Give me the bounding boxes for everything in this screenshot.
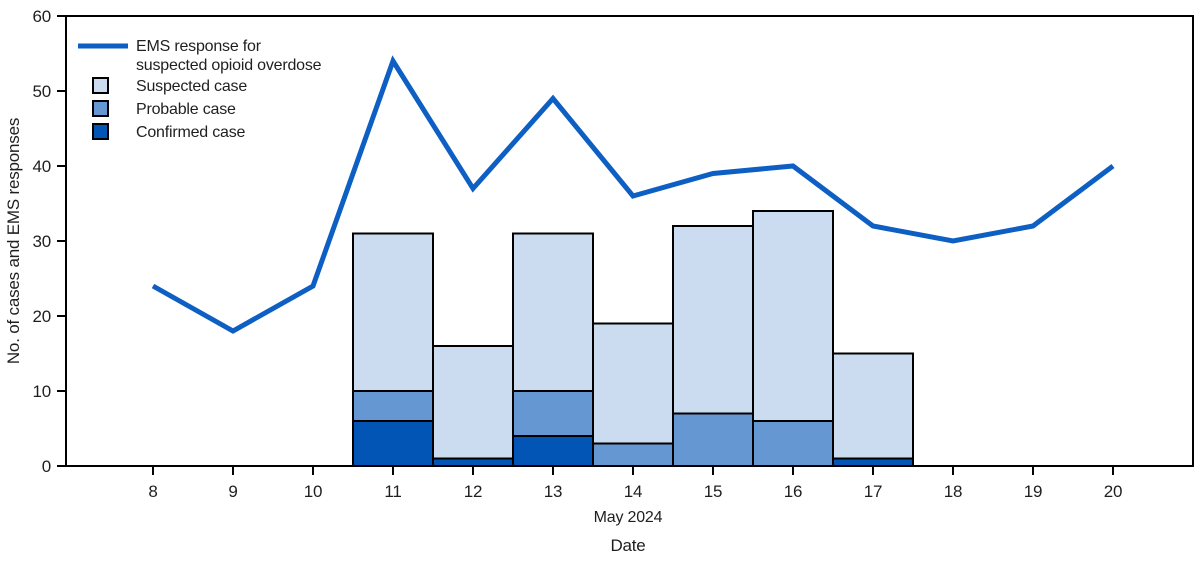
x-tick-label-17: 17: [864, 482, 883, 501]
x-axis-title: Date: [610, 536, 645, 555]
x-tick-label-15: 15: [704, 482, 723, 501]
x-tick-label-20: 20: [1104, 482, 1123, 501]
line-layer: [151, 55, 1115, 334]
x-tick-label-8: 8: [148, 482, 157, 501]
bar-segment-suspected-case-day-11: [352, 232, 434, 392]
y-axis-title: No. of cases and EMS responses: [4, 118, 23, 364]
x-tick-label-16: 16: [784, 482, 803, 501]
bar-segment-probable-case-day-15: [672, 412, 754, 467]
legend-label-suspected: Suspected case: [136, 78, 247, 95]
axes-layer: 0 10 20 30 40 50 60 8 9 10 11 12 13 14 15 16 17 18 19 20: [32, 7, 1194, 501]
bar-segment-confirmed-case-day-11: [352, 420, 434, 467]
bar-segment-probable-case-day-11: [352, 390, 434, 422]
y-tick-label-0: 0: [42, 457, 51, 476]
y-tick-label-10: 10: [32, 382, 51, 401]
y-tick-label-40: 40: [32, 157, 51, 176]
bar-segment-suspected-case-day-17: [832, 352, 914, 460]
bar-segment-suspected-case-day-13: [512, 232, 594, 392]
legend-label-probable: Probable case: [136, 101, 236, 118]
legend-swatch-confirmed: [92, 123, 109, 140]
legend-swatch-suspected: [92, 77, 109, 94]
bar-segment-suspected-case-day-12: [432, 345, 514, 460]
y-tick-label-50: 50: [32, 82, 51, 101]
x-tick-label-14: 14: [624, 482, 643, 501]
bar-segment-suspected-case-day-14: [592, 322, 674, 445]
bar-segment-confirmed-case-day-12: [432, 457, 514, 467]
bar-segment-suspected-case-day-15: [672, 225, 754, 415]
bar-segment-probable-case-day-16: [752, 420, 834, 467]
bar-segment-suspected-case-day-16: [752, 210, 834, 422]
legend-line-label-line2: suspected opioid overdose: [136, 57, 322, 74]
y-tick-label-30: 30: [32, 232, 51, 251]
x-axis-month-label: May 2024: [594, 509, 663, 526]
x-tick-label-19: 19: [1024, 482, 1043, 501]
bar-segment-probable-case-day-14: [592, 442, 674, 467]
x-tick-label-10: 10: [304, 482, 323, 501]
bar-segment-confirmed-case-day-13: [512, 435, 594, 467]
x-tick-label-12: 12: [464, 482, 483, 501]
legend-line-label-line1: EMS response for: [136, 38, 262, 55]
legend: EMS response for suspected opioid overdo…: [78, 38, 322, 141]
y-tick-label-20: 20: [32, 307, 51, 326]
x-tick-label-11: 11: [384, 482, 401, 501]
bar-segment-probable-case-day-13: [512, 390, 594, 437]
bar-segment-confirmed-case-day-17: [832, 457, 914, 467]
legend-swatch-probable: [92, 100, 109, 117]
ems-response-line: [151, 55, 1115, 334]
x-tick-label-9: 9: [228, 482, 237, 501]
x-tick-label-13: 13: [544, 482, 563, 501]
x-tick-label-18: 18: [944, 482, 963, 501]
y-tick-label-60: 60: [32, 7, 51, 26]
bars-layer: [352, 210, 914, 467]
legend-label-confirmed: Confirmed case: [136, 124, 246, 141]
